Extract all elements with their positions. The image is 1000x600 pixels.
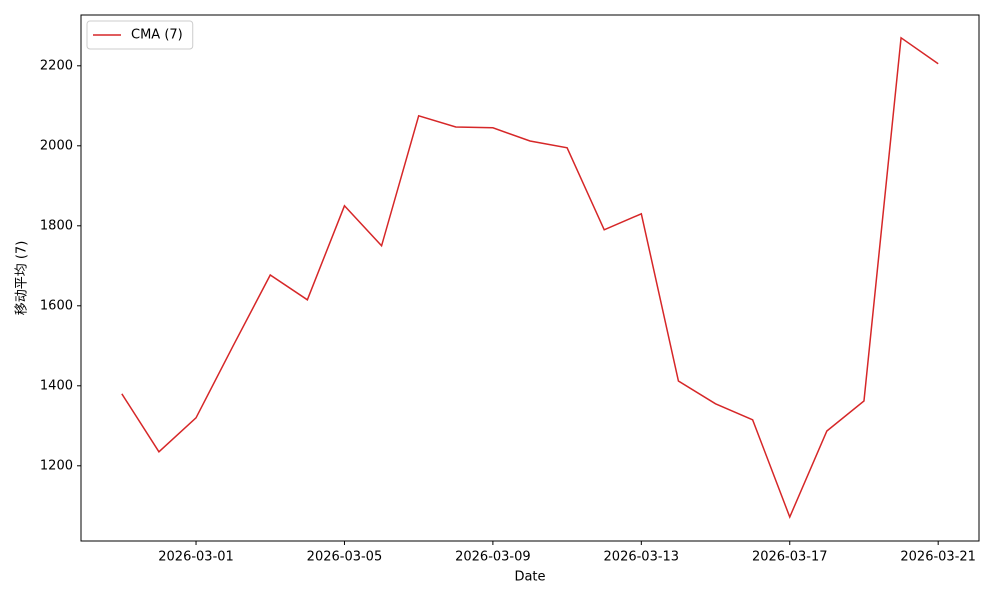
y-tick-label: 1400: [40, 378, 73, 393]
x-tick-label: 2026-03-13: [604, 550, 680, 565]
legend-box: [86, 20, 194, 50]
x-tick-label: 2026-03-21: [900, 550, 976, 565]
y-tick-label: 1200: [40, 458, 73, 473]
y-tick-label: 2000: [40, 138, 73, 153]
x-axis-label: Date: [514, 570, 545, 585]
x-tick-label: 2026-03-17: [752, 550, 828, 565]
y-axis-label: 移动平均 (7): [15, 241, 30, 316]
x-tick-label: 2026-03-05: [307, 550, 383, 565]
x-tick-label: 2026-03-01: [158, 550, 234, 565]
plot-frame: [80, 14, 980, 542]
y-tick-label: 1800: [40, 218, 73, 233]
y-tick-label: 2200: [40, 58, 73, 73]
x-tick-label: 2026-03-09: [455, 550, 531, 565]
y-tick-label: 1600: [40, 298, 73, 313]
legend-label: CMA (7): [131, 28, 183, 43]
data-line: [121, 36, 939, 519]
